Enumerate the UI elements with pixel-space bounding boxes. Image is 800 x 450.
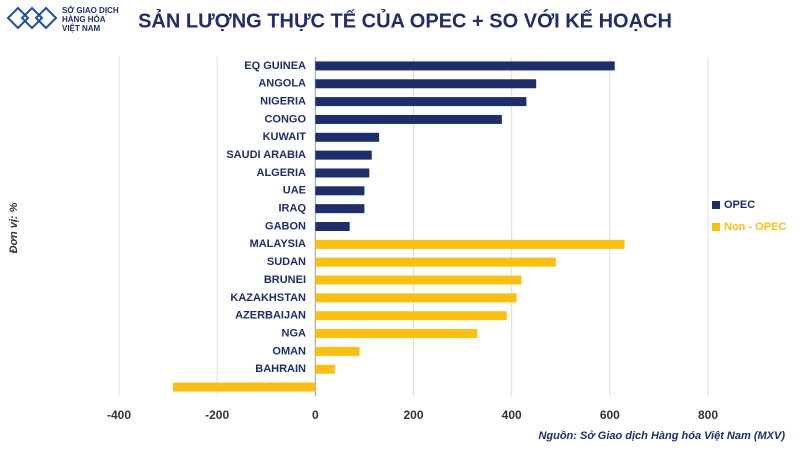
y-tick-label: GABON [265, 220, 306, 232]
source: Nguồn: Sở Giao dịch Hàng hóa Việt Nam (M… [538, 430, 785, 442]
logo-text: SỞ GIAO DỊCH [62, 6, 119, 15]
y-tick-label: IRAQ [279, 203, 307, 215]
x-tick-label: 200 [403, 408, 423, 422]
x-tick-label: 0 [312, 408, 319, 422]
logo-icon [6, 6, 58, 30]
bar [315, 293, 517, 303]
y-tick-label: KUWAIT [263, 131, 307, 143]
bar [315, 239, 625, 249]
y-tick-label: EQ GUINEA [244, 60, 306, 72]
bar [315, 222, 350, 231]
y-tick-label: ALGERIA [257, 167, 307, 179]
y-tick-label: NGA [282, 327, 307, 339]
x-tick-label: -200 [205, 408, 229, 422]
bar [315, 79, 537, 89]
bar [315, 97, 527, 107]
y-tick-label: MALAYSIA [250, 238, 306, 250]
x-tick-label: 600 [600, 408, 620, 422]
bar [315, 132, 380, 142]
y-tick-label: ANGOLA [258, 78, 306, 90]
y-tick-label: SAUDI ARABIA [226, 149, 306, 161]
bar [315, 114, 502, 124]
bar [315, 346, 360, 356]
y-tick-label: NIGERIA [260, 96, 306, 108]
bar [315, 168, 370, 178]
y-tick-label: AZERBAIJAN [235, 310, 306, 322]
legend-swatch [712, 201, 720, 209]
bar [315, 275, 522, 285]
y-axis-label: Đơn vị: % [8, 202, 20, 253]
y-tick-label: BRUNEI [264, 274, 306, 286]
chart-title: SẢN LƯỢNG THỰC TẾ CỦA OPEC + SO VỚI KẾ H… [138, 8, 672, 32]
x-tick-label: 800 [698, 408, 718, 422]
bar [315, 329, 478, 339]
legend-label: Non - OPEC [724, 221, 786, 233]
y-tick-label: UAE [283, 185, 306, 197]
bar [315, 150, 372, 160]
y-tick-label: SUDAN [267, 256, 306, 268]
bar [315, 311, 507, 321]
x-tick-label: -400 [107, 408, 131, 422]
y-tick-label: CONGO [264, 113, 306, 125]
bar [315, 204, 365, 214]
bar [315, 186, 365, 196]
y-tick-label: BAHRAIN [255, 363, 306, 375]
bar [315, 257, 556, 267]
logo-text: VIỆT NAM [62, 24, 101, 33]
legend-swatch [712, 223, 720, 231]
y-tick-label: OMAN [272, 345, 306, 357]
y-tick-label: KAZAKHSTAN [230, 292, 306, 304]
bar [315, 61, 615, 71]
bar [172, 382, 316, 392]
bar [315, 364, 335, 374]
legend-label: OPEC [724, 199, 755, 211]
logo-text: HÀNG HÓA [62, 15, 106, 24]
x-tick-label: 400 [502, 408, 522, 422]
